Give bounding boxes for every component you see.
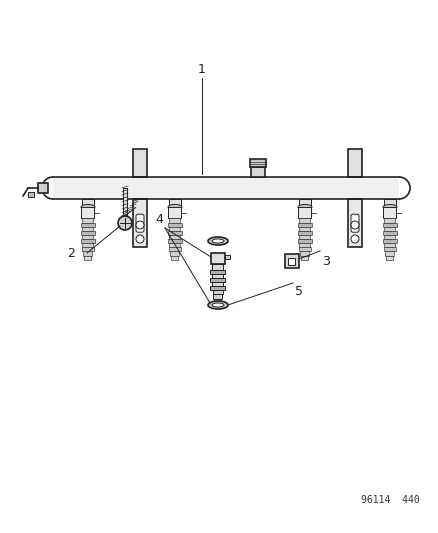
Bar — [133, 149, 147, 177]
Bar — [38, 183, 48, 193]
Text: 3: 3 — [321, 255, 329, 268]
FancyBboxPatch shape — [350, 214, 358, 232]
Bar — [251, 167, 265, 177]
Bar — [301, 256, 308, 260]
Bar — [299, 218, 310, 223]
Bar — [210, 270, 225, 274]
Circle shape — [350, 221, 358, 229]
Bar — [300, 251, 309, 256]
Ellipse shape — [208, 301, 227, 309]
Text: 4: 4 — [155, 213, 162, 226]
Bar — [298, 199, 310, 207]
Bar — [84, 256, 91, 260]
Circle shape — [136, 221, 144, 229]
Bar — [214, 299, 221, 303]
Bar — [299, 227, 310, 231]
Bar — [385, 251, 394, 256]
Bar — [210, 278, 225, 282]
Bar — [212, 274, 223, 278]
Bar — [384, 227, 395, 231]
Bar — [347, 199, 361, 247]
Circle shape — [118, 216, 132, 230]
Text: 96114  440: 96114 440 — [360, 495, 419, 505]
Circle shape — [136, 235, 144, 243]
Bar — [284, 254, 298, 268]
Bar — [347, 149, 361, 177]
Bar — [83, 251, 92, 256]
Bar — [211, 253, 225, 264]
Bar — [382, 239, 396, 243]
Circle shape — [350, 235, 358, 243]
Bar — [169, 235, 180, 239]
Bar — [297, 223, 311, 227]
Bar — [169, 247, 180, 251]
Bar — [81, 223, 95, 227]
Ellipse shape — [212, 303, 223, 307]
Bar — [288, 257, 295, 264]
Bar — [225, 254, 230, 259]
Bar — [212, 282, 223, 286]
Bar — [168, 207, 181, 218]
Bar — [384, 218, 395, 223]
Bar — [385, 256, 392, 260]
Bar — [212, 264, 223, 270]
Bar — [81, 231, 95, 235]
Bar — [169, 227, 180, 231]
Bar — [297, 239, 311, 243]
Bar — [133, 199, 147, 247]
Bar — [81, 207, 94, 218]
Bar — [81, 239, 95, 243]
Bar — [297, 231, 311, 235]
Bar — [82, 227, 93, 231]
Bar — [82, 235, 93, 239]
Text: 1: 1 — [198, 63, 205, 76]
Bar — [53, 177, 398, 199]
Bar — [168, 239, 182, 243]
Bar — [210, 286, 225, 290]
Bar — [169, 243, 180, 247]
Bar — [384, 243, 395, 247]
Bar — [169, 199, 180, 207]
Bar — [383, 199, 395, 207]
Bar — [170, 251, 179, 256]
Bar — [28, 192, 34, 197]
Bar — [82, 218, 93, 223]
Bar — [213, 294, 222, 299]
Bar — [382, 223, 396, 227]
Bar — [82, 199, 94, 207]
Ellipse shape — [382, 205, 396, 209]
Bar — [168, 231, 182, 235]
Bar — [171, 256, 178, 260]
Bar — [382, 231, 396, 235]
Bar — [299, 235, 310, 239]
Ellipse shape — [208, 237, 227, 245]
Bar — [298, 207, 311, 218]
Bar — [249, 159, 265, 167]
Bar — [168, 223, 182, 227]
Text: 5: 5 — [294, 285, 302, 298]
Text: 2: 2 — [67, 246, 75, 260]
Bar — [298, 247, 310, 251]
Ellipse shape — [297, 205, 311, 209]
Bar — [82, 243, 93, 247]
Bar — [212, 290, 223, 294]
FancyBboxPatch shape — [136, 214, 144, 232]
Bar — [383, 247, 395, 251]
Bar — [169, 218, 180, 223]
Bar — [384, 235, 395, 239]
Bar — [383, 207, 396, 218]
Ellipse shape — [212, 239, 223, 243]
Bar — [123, 188, 127, 216]
Bar — [82, 247, 94, 251]
Ellipse shape — [168, 205, 182, 209]
Bar — [299, 243, 310, 247]
Ellipse shape — [81, 205, 95, 209]
